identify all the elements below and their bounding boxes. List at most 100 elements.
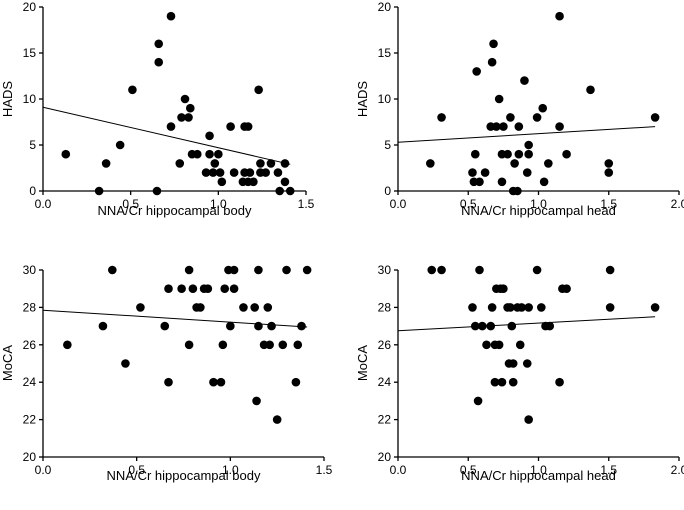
data-point	[468, 303, 477, 312]
data-point	[217, 177, 227, 187]
data-point	[604, 159, 614, 168]
y-tick-label: 22	[378, 413, 392, 427]
data-point	[494, 94, 504, 104]
data-point	[427, 265, 437, 275]
data-point	[215, 168, 225, 177]
data-point	[254, 321, 263, 331]
data-point	[562, 149, 571, 159]
y-axis-label: MoCA	[0, 345, 15, 381]
data-point	[524, 149, 533, 159]
y-axis-label: HADS	[355, 81, 370, 117]
data-point	[152, 186, 162, 196]
regression-line	[42, 106, 291, 165]
data-point	[302, 265, 312, 275]
y-tick-label: 26	[23, 338, 37, 352]
y-tick-label: 30	[23, 263, 37, 277]
data-point	[184, 265, 194, 275]
data-point	[229, 265, 239, 275]
data-point	[506, 303, 515, 312]
data-point	[175, 159, 185, 168]
x-tick-label: 0.5	[122, 197, 139, 211]
y-tick-label: 0	[384, 184, 391, 198]
data-point	[254, 265, 263, 275]
regression-line	[397, 126, 656, 143]
data-point	[293, 340, 303, 350]
data-point	[254, 85, 263, 95]
data-point	[470, 149, 480, 159]
data-point	[280, 159, 290, 168]
data-point	[128, 85, 137, 95]
data-point	[507, 321, 517, 331]
data-point	[513, 186, 522, 196]
x-tick-label: 0.5	[460, 197, 477, 211]
panel-hads-body: NNA/Cr hippocampal body HADS 0.0 0.5 1.0 1.…	[0, 0, 315, 218]
data-point	[470, 321, 480, 331]
data-point	[278, 340, 288, 350]
data-point	[480, 168, 490, 177]
x-axis-label: NNA/Cr hippocampal head	[461, 468, 616, 483]
data-point	[250, 303, 259, 312]
data-point	[121, 359, 130, 368]
x-tick-label: 1.5	[316, 463, 333, 477]
data-point	[490, 377, 500, 387]
data-point	[185, 103, 195, 113]
data-point	[437, 113, 446, 122]
data-point	[487, 303, 497, 312]
data-point	[256, 159, 265, 168]
data-point	[520, 76, 529, 85]
data-point	[249, 177, 258, 187]
data-point	[196, 303, 205, 312]
data-point	[188, 284, 198, 294]
data-point	[497, 377, 507, 387]
data-point	[524, 140, 533, 150]
data-point	[503, 149, 512, 159]
data-point	[280, 177, 290, 187]
data-point	[245, 168, 255, 177]
data-point	[473, 396, 483, 406]
data-point	[166, 122, 176, 131]
x-axis-label: NNA/Cr hippocampal body	[107, 468, 261, 483]
data-point	[524, 303, 533, 312]
data-point	[267, 321, 276, 331]
y-axis-label: HADS	[0, 81, 15, 117]
x-tick-label: 0.0	[35, 197, 52, 211]
data-point	[265, 340, 274, 350]
data-point	[201, 168, 211, 177]
y-tick-label: 28	[378, 300, 392, 314]
data-point	[482, 340, 491, 350]
x-tick-label: 1.0	[530, 197, 547, 211]
data-point	[508, 377, 518, 387]
data-point	[218, 340, 228, 350]
y-tick-label: 26	[378, 338, 392, 352]
data-point	[275, 186, 285, 196]
data-point	[184, 113, 193, 122]
y-axis-label: MoCA	[355, 345, 370, 381]
data-point	[166, 11, 176, 21]
data-point	[177, 284, 186, 294]
y-tick-label: 20	[378, 450, 392, 464]
x-tick-label: 1.0	[222, 463, 239, 477]
data-point	[285, 186, 295, 196]
data-point	[266, 159, 276, 168]
y-tick-label: 5	[384, 138, 391, 152]
data-point	[261, 168, 270, 177]
data-point	[282, 265, 291, 275]
data-point	[164, 377, 173, 387]
y-tick-label: 10	[23, 92, 37, 106]
panel-moca-head: NNA/Cr hippocampal head MoCA 0.0 0.5 1.0 1.…	[355, 263, 684, 483]
data-point	[506, 113, 515, 122]
data-point	[115, 140, 125, 150]
y-tick-label: 24	[23, 375, 37, 389]
data-point	[220, 284, 230, 294]
x-tick-label: 1.5	[298, 197, 315, 211]
y-tick-label: 10	[378, 92, 392, 106]
regression-line	[42, 309, 308, 328]
x-tick-label: 1.5	[600, 463, 617, 477]
data-point	[478, 321, 487, 331]
data-point	[243, 122, 253, 131]
data-point	[522, 359, 532, 368]
data-point	[522, 168, 532, 177]
data-point	[468, 168, 477, 177]
data-point	[650, 303, 660, 312]
data-point	[263, 303, 273, 312]
